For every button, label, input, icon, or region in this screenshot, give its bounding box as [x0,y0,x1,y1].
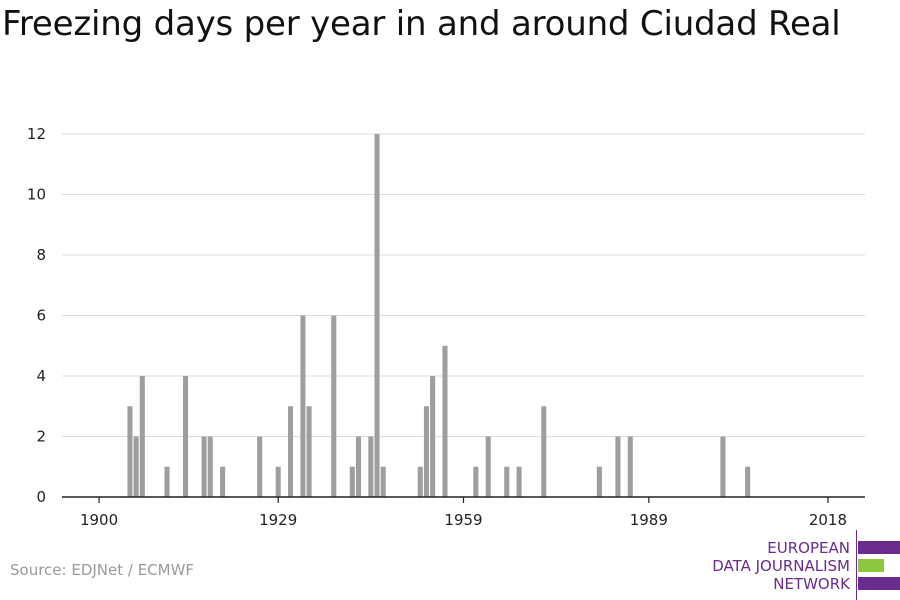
bar [745,466,751,497]
y-tick-label: 4 [36,367,46,385]
y-tick-label: 12 [27,125,46,143]
bar [257,436,263,497]
bar [430,376,436,497]
bar [423,406,429,497]
y-tick-label: 8 [36,246,46,264]
bar [288,406,294,497]
logo-divider [856,530,857,600]
bar [720,436,726,497]
bar [300,315,306,497]
bar [349,466,355,497]
bar [541,406,547,497]
bar [442,345,448,497]
chart-title: Freezing days per year in and around Ciu… [2,4,841,44]
bars [127,134,751,497]
bar [207,436,213,497]
bar [306,406,312,497]
x-tick-label: 1900 [80,511,118,529]
gridlines [62,133,865,437]
y-tick-label: 2 [36,428,46,446]
bar [374,134,380,497]
bar [355,436,362,497]
bar [201,436,207,497]
bar [615,436,621,497]
edjnet-logo: EUROPEAN DATA JOURNALISM NETWORK [706,530,900,600]
logo-text-line-2: DATA JOURNALISM [712,557,850,575]
source-note: Source: EDJNet / ECMWF [10,561,195,579]
bar [275,466,281,497]
bar [368,436,374,497]
x-tick-label: 1959 [444,511,482,529]
y-tick-label: 10 [27,186,46,204]
bar [127,406,133,497]
bar [220,466,226,497]
bar [380,466,386,497]
bar [473,466,479,497]
x-tick-label: 1929 [259,511,297,529]
logo-text-line-1: EUROPEAN [767,539,850,557]
logo-bar-middle [858,559,884,572]
bar [133,436,139,497]
logo-bar-top [858,541,900,554]
y-tick-label: 6 [36,307,46,325]
bar [417,466,423,497]
bar [139,376,145,497]
bar [596,466,602,497]
y-tick-label: 0 [36,488,46,506]
x-axis-ticks: 1900 1929 1959 1989 2018 [80,497,847,529]
bar [627,436,633,497]
x-tick-label: 2018 [809,511,847,529]
bar [504,466,510,497]
bar [485,436,491,497]
logo-text-line-3: NETWORK [773,575,850,593]
y-axis-tick-labels: 0 2 4 6 8 10 12 [27,125,46,506]
x-tick-label: 1989 [630,511,668,529]
bar [164,466,170,497]
logo-bar-bottom [858,577,900,590]
bar [183,376,189,497]
bar [516,466,522,497]
bar [331,315,337,497]
